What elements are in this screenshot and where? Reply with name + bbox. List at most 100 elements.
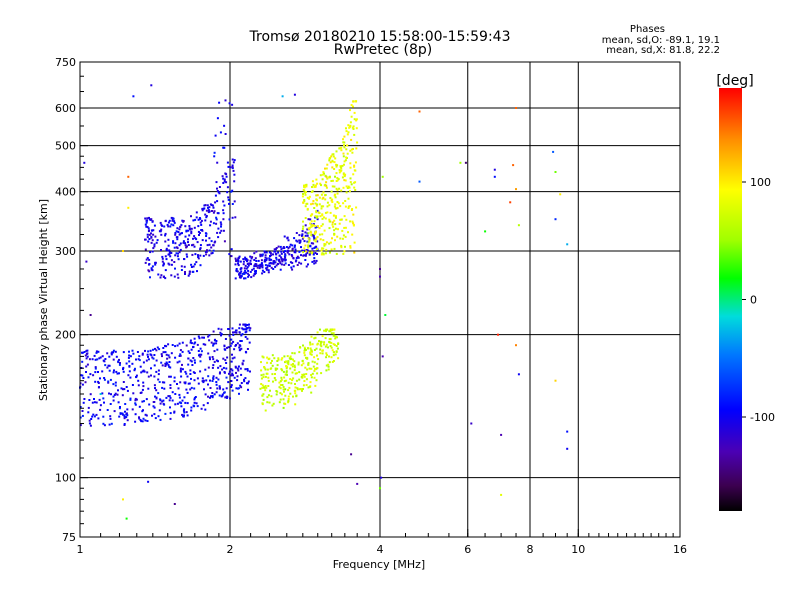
data-point-e-o	[109, 378, 112, 381]
data-point-e-x	[313, 356, 316, 359]
data-point-e-x	[303, 351, 306, 354]
data-point-e-o	[184, 382, 187, 385]
data-point-e-o	[131, 362, 134, 365]
data-point-f-o	[316, 240, 319, 243]
data-point-e-o	[220, 333, 223, 336]
data-point-e-o	[234, 366, 237, 369]
data-point-f-o	[200, 219, 203, 222]
data-point-e-o	[169, 417, 172, 420]
data-point-e-o	[118, 407, 121, 410]
data-point-f-o	[151, 220, 154, 223]
data-point-e-o	[85, 365, 88, 368]
data-point-f-x	[315, 238, 318, 240]
data-point-f-o	[183, 258, 186, 261]
data-point-e-o	[81, 360, 84, 363]
data-point-f-x	[344, 226, 347, 229]
data-point-f-o	[194, 218, 197, 221]
data-point-f-o	[209, 220, 212, 223]
data-point-e-o	[207, 383, 209, 386]
data-point-e-o	[81, 410, 84, 412]
data-point-f-o	[205, 215, 208, 217]
data-point-e-o	[187, 357, 190, 360]
data-point-e-x	[310, 353, 313, 356]
data-point-f-o	[204, 219, 207, 222]
data-point-e-o	[167, 364, 170, 367]
data-point-f-x	[319, 182, 322, 185]
data-point-e-o	[222, 357, 225, 360]
data-point-f-o	[184, 235, 187, 238]
data-point-f-o	[177, 252, 179, 255]
data-point-e-o	[155, 349, 158, 352]
data-point-f-o	[208, 249, 211, 252]
data-point-e-o	[181, 350, 184, 353]
data-point-e-x	[336, 347, 339, 350]
data-point-f-o	[187, 241, 189, 244]
data-point-e-x	[287, 363, 290, 366]
data-point-e-o	[212, 358, 215, 361]
data-point-e-o	[153, 364, 156, 367]
data-point-e-o	[138, 416, 140, 419]
data-point-f-o	[273, 260, 276, 262]
data-point-e-x	[281, 357, 284, 360]
data-point-e-x	[335, 335, 337, 338]
data-point-e-o	[224, 396, 227, 399]
data-point-f-x	[328, 159, 331, 162]
data-point-f-x	[343, 163, 345, 166]
data-point-f-o	[238, 255, 241, 258]
data-point-f-o	[151, 269, 154, 272]
data-point-e-o	[238, 327, 241, 330]
data-point-f-x	[338, 169, 341, 172]
data-point-f-o	[313, 236, 315, 239]
data-point-f-o	[193, 245, 196, 248]
data-point-f-o	[300, 262, 303, 265]
data-point-f-o	[308, 253, 311, 256]
data-point-f-o	[206, 244, 209, 247]
data-point-f-x	[302, 220, 304, 223]
data-point-e-x	[303, 349, 306, 352]
data-point-e-x	[309, 347, 312, 350]
data-point-e-o	[174, 345, 177, 348]
data-point-f-o	[178, 251, 181, 254]
data-point-e-o	[163, 381, 166, 384]
data-point-f-o	[190, 263, 193, 266]
data-point-e-x	[280, 358, 283, 361]
data-point-e-o	[99, 408, 102, 411]
data-point-f-o	[284, 250, 286, 253]
data-point-e-o	[176, 402, 179, 405]
data-point-e-x	[273, 377, 276, 379]
data-point-f-o	[236, 270, 239, 273]
data-point-f-x	[342, 172, 345, 175]
data-point-f-o	[170, 259, 173, 262]
data-point-f-x	[314, 225, 317, 228]
data-point-f-x	[323, 216, 325, 219]
data-point-f-o	[261, 272, 264, 275]
data-point-e-x	[291, 379, 294, 382]
data-point-e-o	[151, 414, 153, 417]
data-point-e-o	[208, 356, 211, 359]
data-point-e-x	[289, 355, 292, 358]
data-point-e-o	[165, 361, 168, 364]
data-point-e-o	[81, 351, 84, 354]
data-point-e-o	[161, 381, 164, 384]
data-point-e-o	[187, 382, 190, 385]
data-point-f-o	[190, 215, 192, 218]
data-point-e-o	[118, 358, 120, 361]
data-point-e-x	[332, 343, 335, 346]
data-point-f-x	[344, 173, 347, 176]
data-point-f-o	[190, 266, 193, 268]
data-point-e-o	[218, 394, 221, 397]
data-point-f-x	[351, 233, 354, 236]
data-point-isolated	[127, 175, 130, 178]
data-point-e-x	[316, 343, 319, 346]
data-point-e-o	[204, 343, 207, 346]
data-point-e-o	[211, 394, 214, 397]
data-point-f-o	[211, 210, 213, 212]
data-point-f-x	[339, 218, 342, 221]
data-point-e-o	[125, 362, 128, 365]
data-point-f-o	[272, 262, 275, 265]
data-point-f-x	[307, 241, 310, 244]
data-point-e-o	[99, 356, 102, 359]
data-point-e-o	[178, 342, 181, 345]
data-point-f-x	[322, 239, 325, 242]
data-point-f-o	[176, 238, 179, 241]
